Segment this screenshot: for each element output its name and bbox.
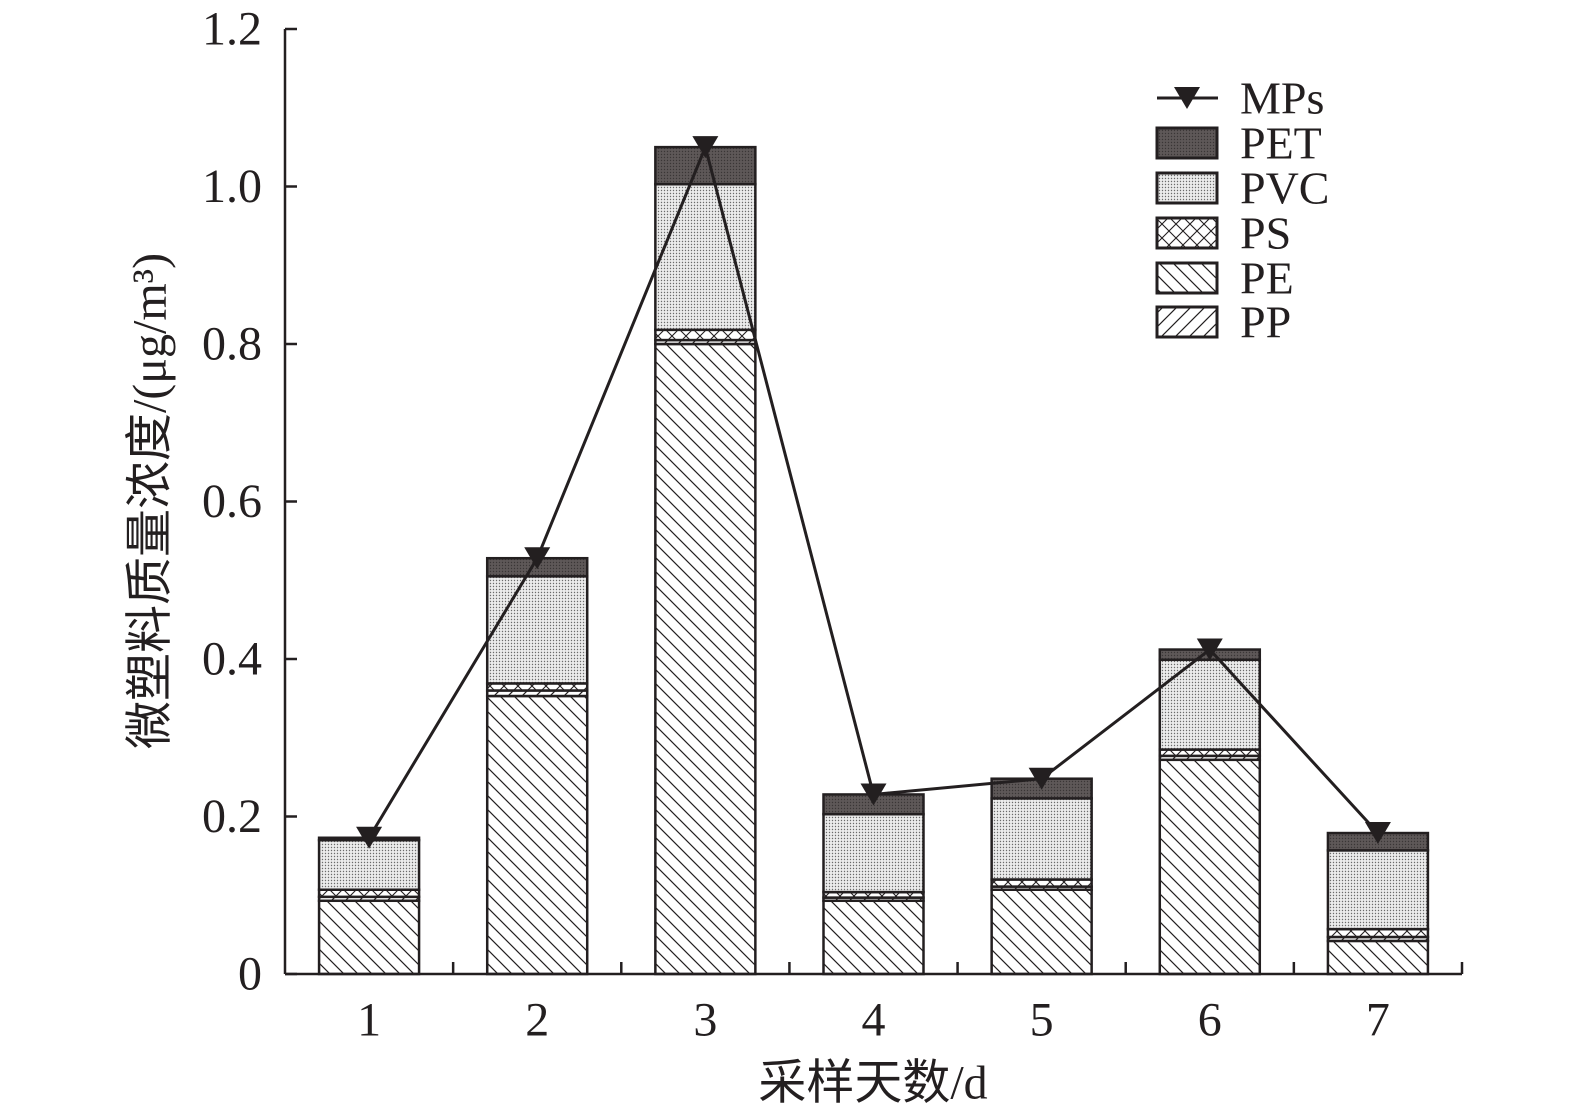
- bar-day-3: [654, 145, 757, 976]
- y-tick-label: 1.2: [202, 3, 262, 56]
- legend-swatch-pp: [1155, 305, 1219, 339]
- bar-day-6: [1158, 648, 1262, 976]
- legend-swatch-pe: [1155, 261, 1219, 295]
- x-tick-label: 5: [1030, 994, 1054, 1047]
- legend-item-ps: PS: [1155, 208, 1291, 259]
- bar-day-2: [485, 556, 589, 976]
- mps-series-group: [356, 136, 1391, 849]
- legend-item-pvc: PVC: [1155, 163, 1329, 214]
- legend-item-pp: PP: [1155, 297, 1291, 348]
- x-tick-label: 6: [1198, 994, 1222, 1047]
- bar-segment-pe: [822, 899, 925, 976]
- mps-marker: [356, 826, 383, 849]
- bar-segment-pvc: [822, 812, 925, 894]
- y-tick-label: 0.6: [202, 475, 262, 528]
- legend: MPs PET PVC PS PE PP: [1155, 73, 1329, 348]
- x-tick-label: 7: [1366, 994, 1390, 1047]
- x-axis-title: 采样天数/d: [758, 1057, 987, 1110]
- bar-segment-pe: [654, 342, 757, 976]
- x-tick-label: 3: [693, 994, 717, 1047]
- bar-segment-pvc: [1326, 849, 1430, 931]
- legend-swatch-ps: [1155, 216, 1219, 250]
- legend-label-pp: PP: [1240, 297, 1291, 348]
- mps-marker: [692, 136, 719, 159]
- legend-item-mps: MPs: [1157, 73, 1324, 124]
- y-tick-label: 0: [238, 948, 262, 1001]
- y-tick-label: 1.0: [202, 160, 262, 213]
- mps-marker: [1196, 638, 1223, 661]
- y-axis-title: 微塑料质量浓度/(μg/m³): [124, 253, 177, 749]
- bar-segment-pvc: [485, 575, 589, 685]
- bar-segment-pvc: [1158, 658, 1262, 751]
- bar-day-7: [1326, 831, 1430, 976]
- bars-group: [317, 145, 1430, 976]
- mps-marker: [1364, 822, 1391, 845]
- bar-segment-pe: [317, 899, 421, 976]
- bar-day-4: [822, 793, 925, 976]
- legend-swatch-pet: [1155, 126, 1219, 160]
- legend-label-pe: PE: [1240, 253, 1294, 304]
- bar-day-1: [317, 836, 421, 976]
- x-tick-label: 4: [862, 994, 886, 1047]
- bar-segment-pe: [990, 888, 1093, 976]
- mps-marker: [524, 547, 551, 570]
- legend-label-mps: MPs: [1240, 73, 1324, 124]
- legend-marker-mps: [1174, 87, 1200, 109]
- legend-swatch-pvc: [1155, 171, 1219, 205]
- legend-label-pvc: PVC: [1240, 163, 1329, 214]
- x-tick-label: 1: [357, 994, 381, 1047]
- bar-segment-ps: [654, 328, 757, 342]
- legend-item-pe: PE: [1155, 253, 1294, 304]
- legend-label-ps: PS: [1240, 208, 1291, 259]
- mps-marker: [1028, 767, 1055, 790]
- bar-segment-pvc: [654, 182, 757, 332]
- axes-group: 0 0.2 0.4 0.6 0.8 1.0 1.2 1 2 3 4 5 6 7: [202, 3, 1464, 1047]
- x-tick-label: 2: [525, 994, 549, 1047]
- bar-segment-pe: [485, 694, 589, 976]
- y-tick-label: 0.4: [202, 633, 262, 686]
- y-tick-label: 0.2: [202, 790, 262, 843]
- bar-segment-pe: [1326, 939, 1430, 976]
- legend-item-pet: PET: [1155, 118, 1322, 169]
- bar-day-5: [990, 777, 1093, 976]
- legend-label-pet: PET: [1240, 118, 1322, 169]
- bar-segment-pvc: [990, 797, 1093, 881]
- y-tick-label: 0.8: [202, 318, 262, 371]
- bar-segment-pe: [1158, 758, 1262, 976]
- mps-marker: [860, 783, 887, 806]
